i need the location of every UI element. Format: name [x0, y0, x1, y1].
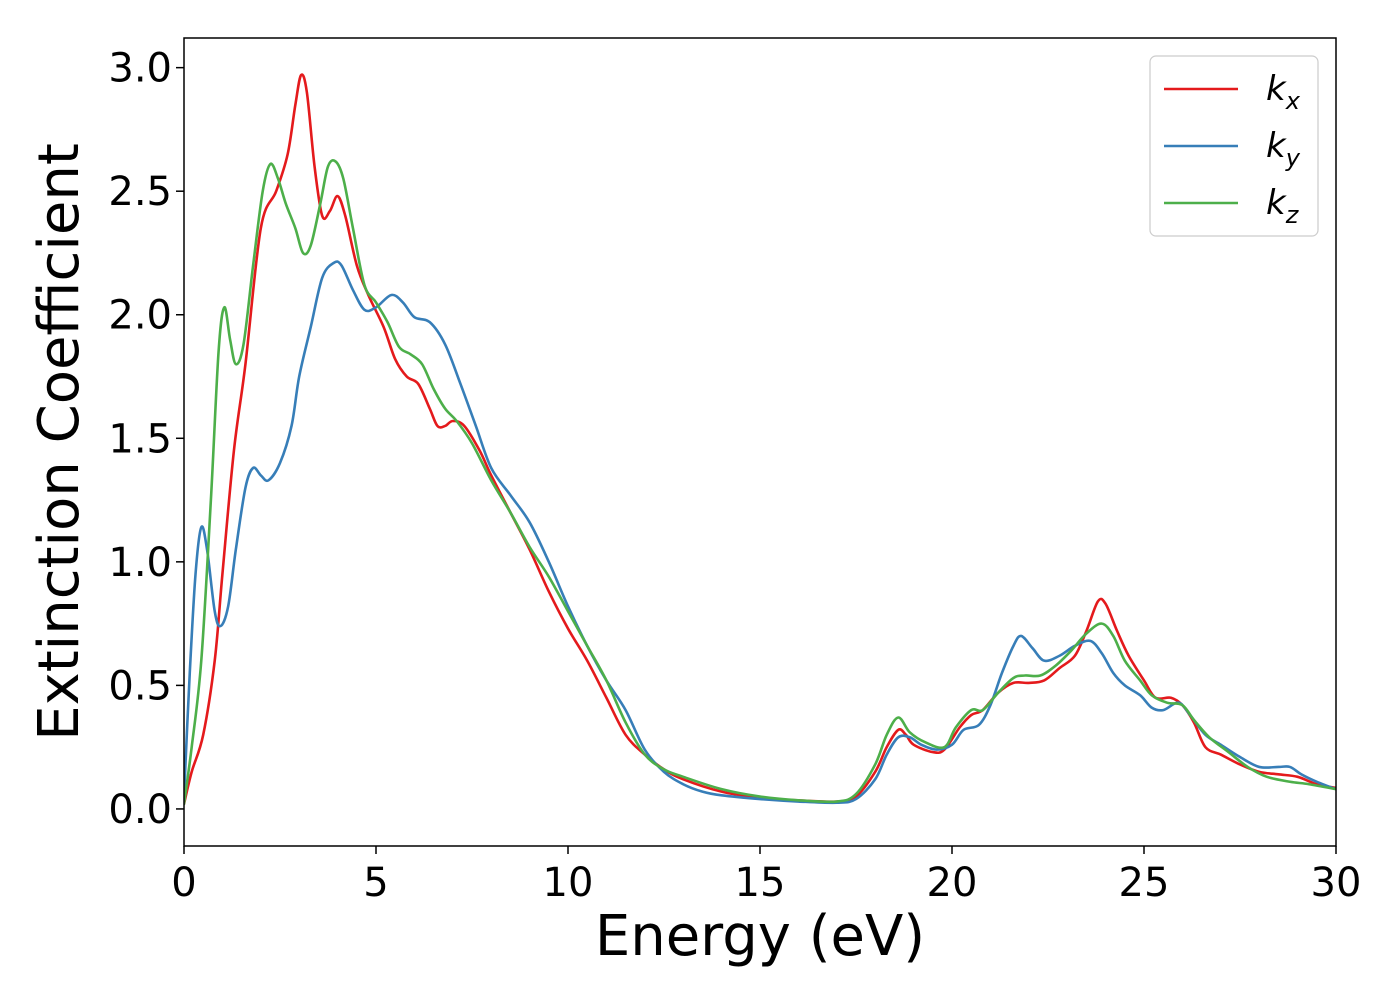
y-tick-label: 2.0 [108, 293, 172, 339]
x-tick-label: 20 [927, 860, 978, 906]
x-tick-label: 5 [363, 860, 388, 906]
y-tick-label: 2.5 [108, 169, 172, 215]
series-line-kz [184, 159, 1336, 806]
legend-label: ky [1266, 126, 1301, 172]
x-tick-label: 0 [171, 860, 196, 906]
legend-label: kx [1266, 69, 1301, 115]
legend-entry-kx: kx [1164, 69, 1301, 115]
y-axis-ticks: 0.0 0.5 1.0 1.5 2.0 2.5 3.0 [108, 46, 184, 833]
y-tick-label: 3.0 [108, 46, 172, 92]
y-tick-label: 1.5 [108, 416, 172, 462]
x-axis-ticks: 0 5 10 15 20 25 30 [171, 846, 1361, 906]
y-tick-label: 1.0 [108, 540, 172, 586]
legend-entry-kz: kz [1164, 183, 1300, 229]
x-tick-label: 25 [1119, 860, 1170, 906]
series-layer [184, 73, 1336, 806]
series-line-ky [184, 260, 1336, 805]
y-axis-label: Extinction Coefficient [27, 143, 92, 741]
x-tick-label: 30 [1311, 860, 1362, 906]
legend-entry-ky: ky [1164, 126, 1301, 172]
legend-label: kz [1266, 183, 1300, 229]
y-tick-label: 0.5 [108, 663, 172, 709]
x-axis-label: Energy (eV) [595, 904, 925, 969]
legend: kx ky kz [1149, 55, 1319, 237]
x-tick-label: 15 [735, 860, 786, 906]
y-tick-label: 0.0 [108, 787, 172, 833]
x-tick-label: 10 [543, 860, 594, 906]
